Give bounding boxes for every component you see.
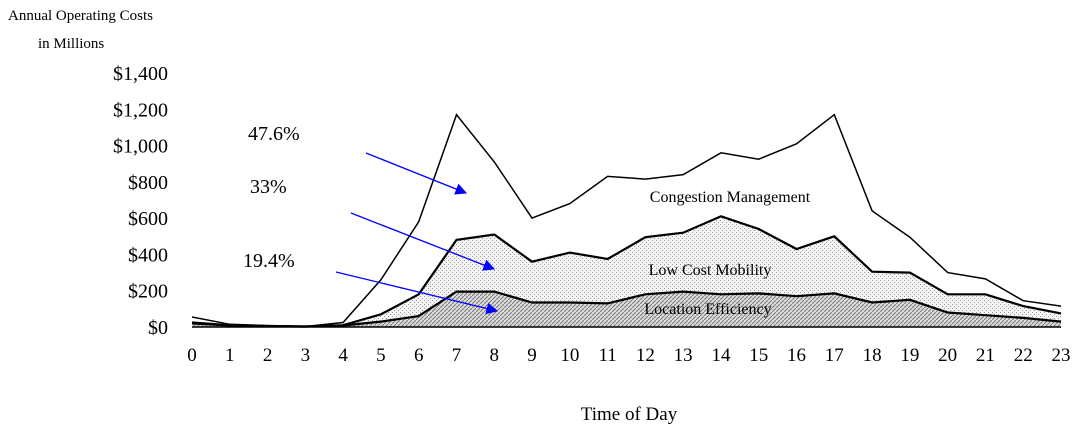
- x-tick-label: 3: [301, 345, 311, 366]
- x-tick-label: 17: [825, 345, 844, 366]
- percent-annotation: 47.6%: [248, 123, 300, 145]
- x-tick-label: 5: [376, 345, 386, 366]
- x-tick-label: 13: [674, 345, 693, 366]
- x-tick-label: 19: [900, 345, 919, 366]
- x-tick-label: 4: [338, 345, 348, 366]
- x-tick-label: 21: [976, 345, 995, 366]
- y-tick-label: $800: [128, 172, 168, 194]
- series-label: Congestion Management: [650, 189, 811, 206]
- x-tick-label: 12: [636, 345, 655, 366]
- x-tick-label: 11: [598, 345, 616, 366]
- x-axis-title: Time of Day: [581, 404, 678, 425]
- y-tick-label: $1,200: [113, 99, 168, 121]
- x-tick-label: 6: [414, 345, 424, 366]
- y-axis-title-line2: in Millions: [38, 36, 105, 52]
- x-tick-label: 18: [863, 345, 882, 366]
- series-label: Location Efficiency: [644, 301, 771, 318]
- annotation-arrow: [350, 212, 496, 271]
- y-tick-label: $600: [128, 208, 168, 230]
- line-congestion-management: [191, 113, 1062, 328]
- y-axis-title-line1: Annual Operating Costs: [8, 8, 153, 24]
- x-tick-label: 20: [938, 345, 957, 366]
- annotation-arrow: [365, 152, 468, 195]
- annotation-arrow: [335, 271, 499, 315]
- y-tick-label: $400: [128, 244, 168, 266]
- x-tick-label: 15: [749, 345, 768, 366]
- y-tick-label: $0: [148, 317, 168, 339]
- x-tick-label: 14: [711, 345, 731, 366]
- percent-annotation: 19.4%: [243, 250, 295, 272]
- x-tick-label: 22: [1014, 345, 1033, 366]
- x-tick-label: 0: [187, 345, 197, 366]
- x-tick-label: 10: [560, 345, 579, 366]
- x-tick-label: 23: [1052, 345, 1071, 366]
- y-tick-label: $1,000: [113, 136, 168, 158]
- x-tick-label: 8: [490, 345, 500, 366]
- y-tick-label: $200: [128, 281, 168, 303]
- y-tick-label: $1,400: [113, 63, 168, 85]
- series-label: Low Cost Mobility: [649, 262, 772, 279]
- x-tick-label: 7: [452, 345, 462, 366]
- x-tick-label: 2: [263, 345, 273, 366]
- x-tick-label: 1: [225, 345, 235, 366]
- x-tick-label: 9: [527, 345, 537, 366]
- percent-annotation: 33%: [250, 176, 287, 198]
- line-low-cost-mobility: [191, 215, 1062, 328]
- x-tick-label: 16: [787, 345, 806, 366]
